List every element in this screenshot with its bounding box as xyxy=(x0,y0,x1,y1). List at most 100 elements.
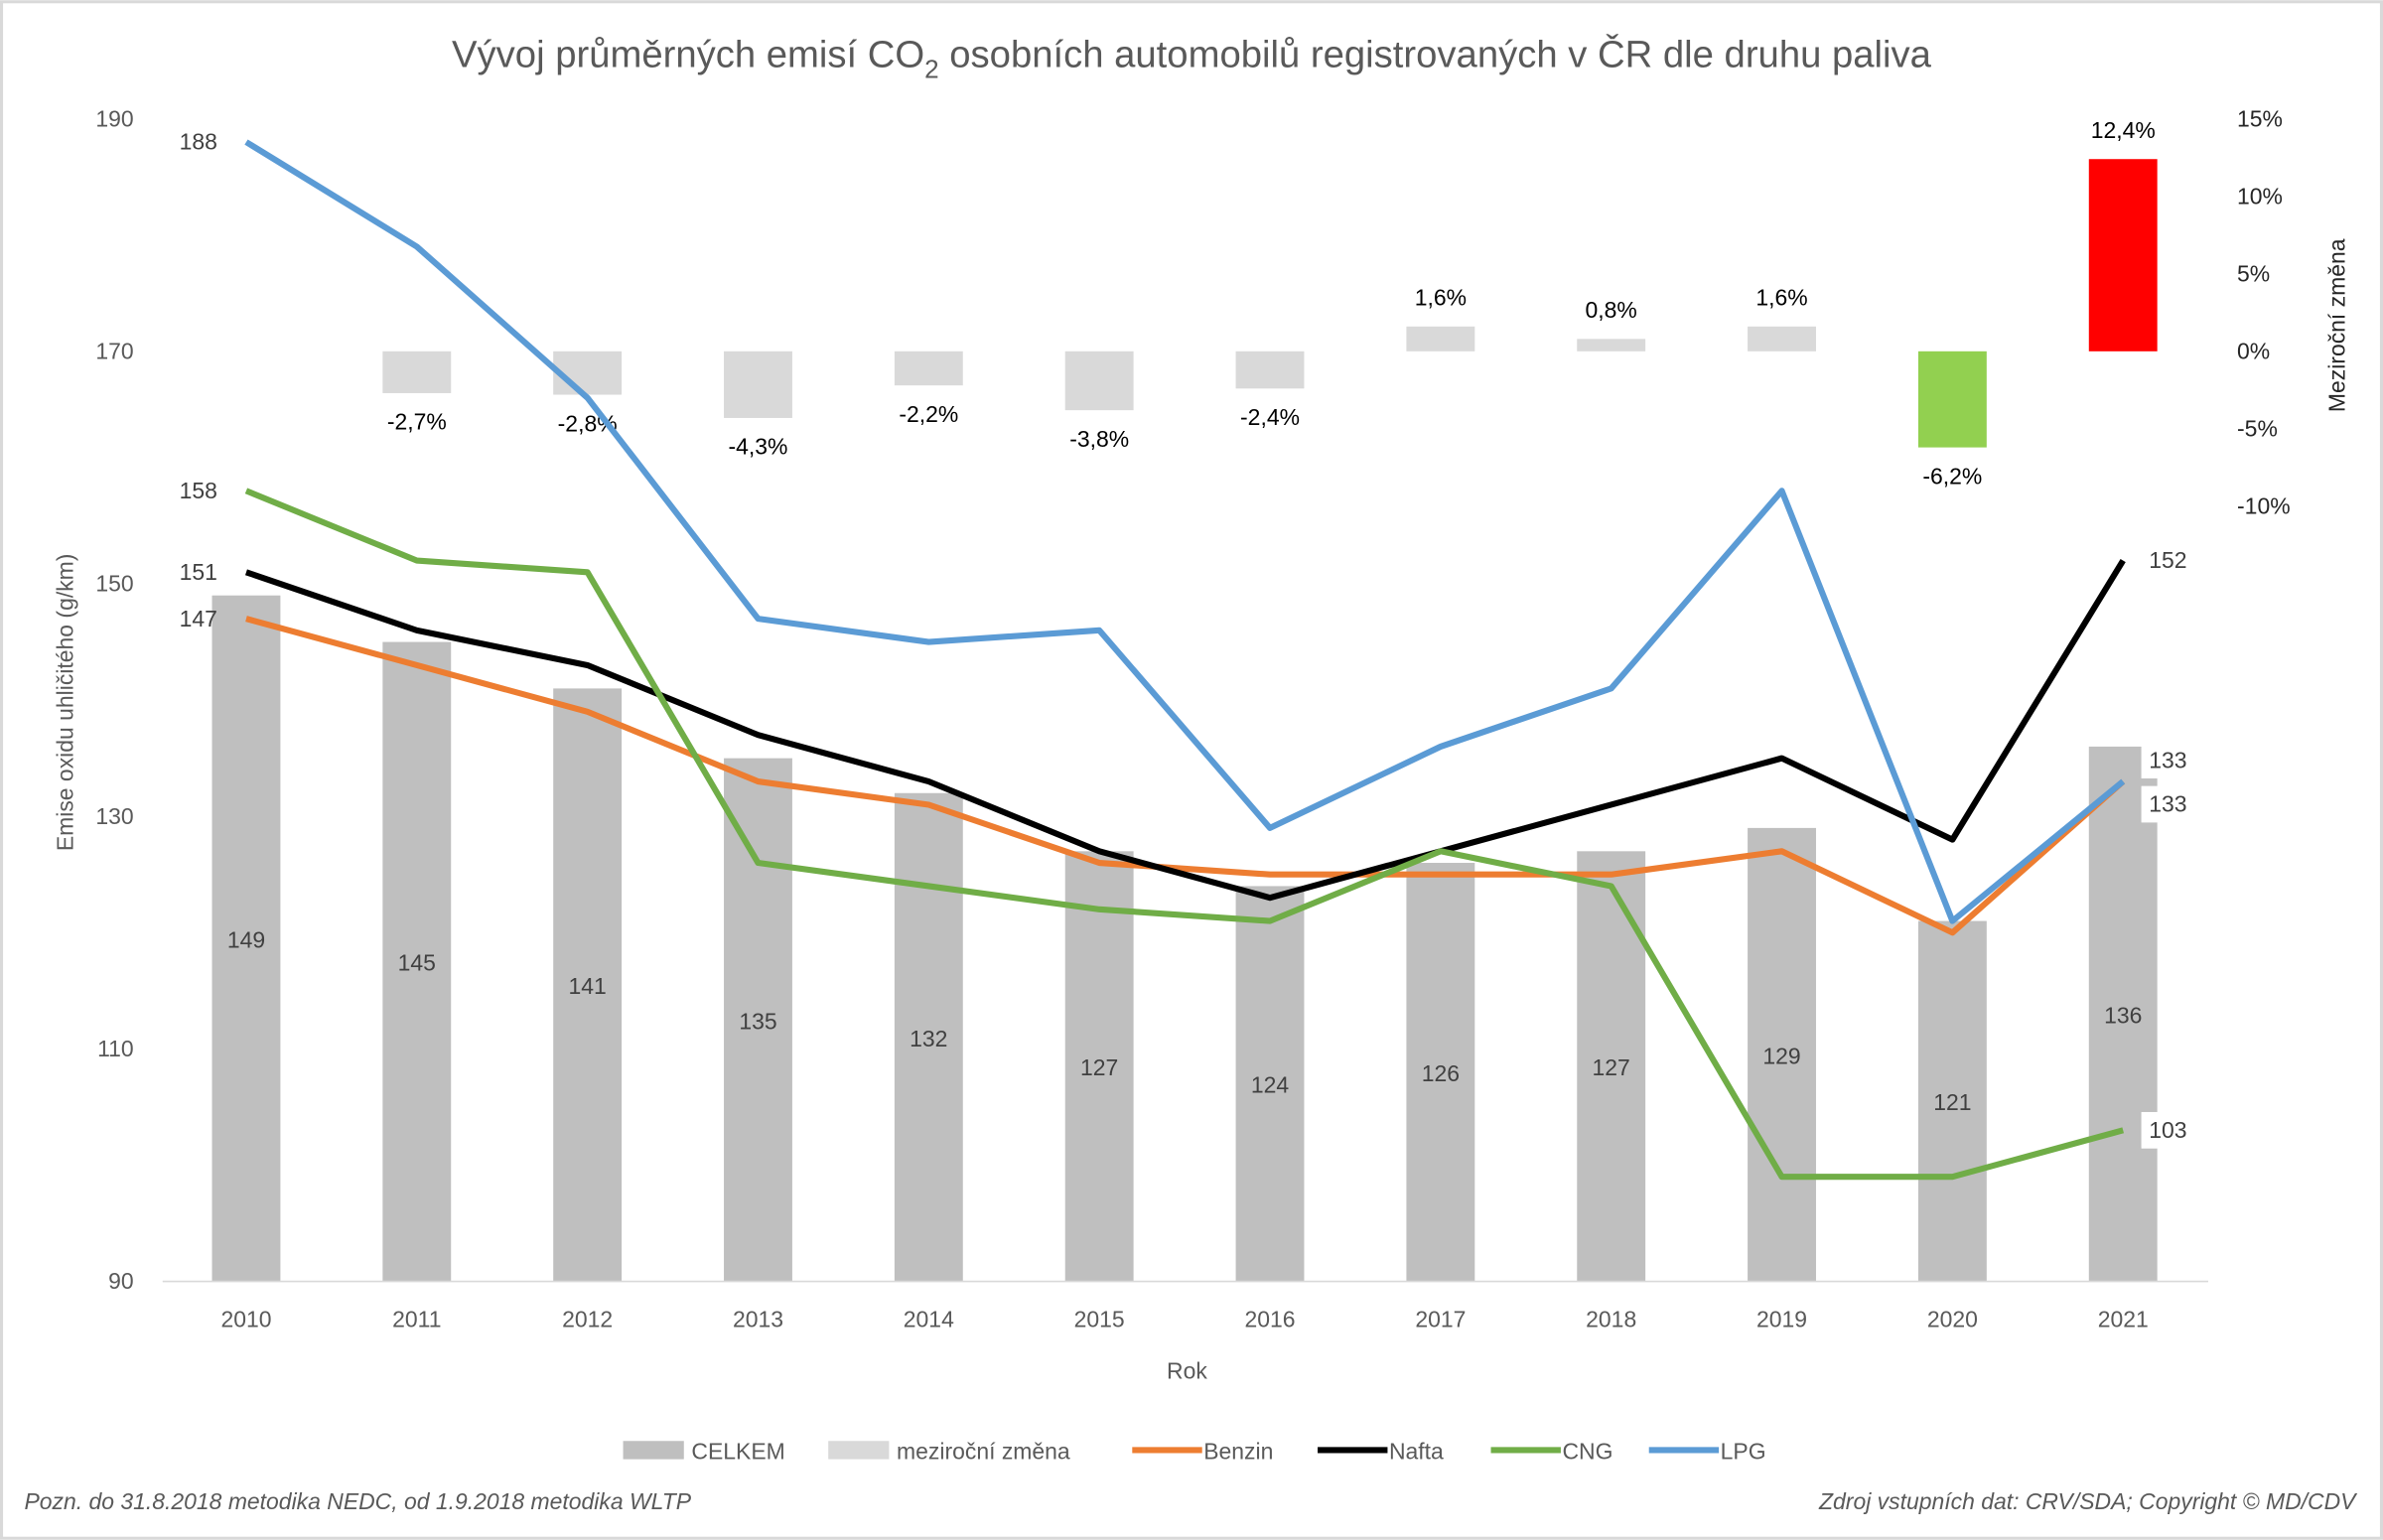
y2-tick-3: 0% xyxy=(2237,338,2270,363)
bar-label-2018: 127 xyxy=(1593,1054,1630,1080)
y2-tick-5: -10% xyxy=(2237,493,2291,519)
end-label-nafta: 152 xyxy=(2149,547,2186,573)
y2-tick-4: -5% xyxy=(2237,416,2278,442)
y-tick-150: 150 xyxy=(95,571,133,597)
start-label-lpg: 188 xyxy=(180,129,217,155)
change-label-2020: -6,2% xyxy=(1922,463,1982,489)
legend-label: CELKEM xyxy=(691,1439,784,1465)
x-axis-title: Rok xyxy=(1167,1358,1207,1384)
legend-item-nafta: Nafta xyxy=(1318,1439,1444,1465)
footnote-right: Zdroj vstupních dat: CRV/SDA; Copyright … xyxy=(1818,1488,2358,1514)
bar-label-2020: 121 xyxy=(1933,1089,1971,1115)
x-tick-2019: 2019 xyxy=(1756,1306,1807,1331)
legend-swatch xyxy=(828,1441,890,1460)
legend-item-lpg: LPG xyxy=(1648,1439,1766,1465)
change-label-2017: 1,6% xyxy=(1415,284,1467,310)
change-label-2014: -2,2% xyxy=(899,401,958,427)
legend-label: meziroční změna xyxy=(897,1439,1070,1465)
bar-label-2019: 129 xyxy=(1762,1043,1800,1068)
bar-celkem-2015 xyxy=(1064,851,1134,1282)
change-bar-2012 xyxy=(553,350,623,395)
legend-label: Nafta xyxy=(1389,1439,1444,1465)
x-tick-2015: 2015 xyxy=(1074,1306,1125,1331)
bar-celkem-2020 xyxy=(1917,920,1987,1282)
change-bar-2018 xyxy=(1577,339,1646,351)
y-axis-title: Emise oxidu uhličitého (g/km) xyxy=(52,554,77,852)
bar-label-2016: 124 xyxy=(1251,1072,1290,1098)
bar-celkem-2011 xyxy=(382,641,452,1282)
end-label-bg-nafta xyxy=(2141,542,2196,579)
line-nafta xyxy=(244,558,2126,902)
y-tick-170: 170 xyxy=(95,338,133,363)
x-tick-2017: 2017 xyxy=(1415,1306,1466,1331)
y2-tick-2: 5% xyxy=(2237,260,2270,286)
bar-celkem-2010 xyxy=(211,595,281,1282)
bar-label-2013: 135 xyxy=(739,1008,776,1034)
bar-label-2014: 132 xyxy=(910,1026,947,1051)
x-tick-2018: 2018 xyxy=(1586,1306,1636,1331)
change-bar-2016 xyxy=(1235,350,1305,389)
change-bar-2021 xyxy=(2088,159,2158,351)
change-label-2019: 1,6% xyxy=(1755,284,1807,310)
start-label-cng: 158 xyxy=(180,478,217,503)
bar-label-2021: 136 xyxy=(2104,1002,2142,1028)
change-label-2018: 0,8% xyxy=(1586,297,1637,323)
end-label-bg-lpg xyxy=(2141,742,2196,778)
legend-label: CNG xyxy=(1562,1439,1612,1465)
bar-celkem-2013 xyxy=(724,758,792,1282)
bar-celkem-2019 xyxy=(1748,827,1816,1282)
change-bar-2019 xyxy=(1748,326,1816,351)
bar-label-2012: 141 xyxy=(569,973,607,999)
legend-swatch xyxy=(623,1441,684,1460)
bar-label-2017: 126 xyxy=(1422,1060,1460,1086)
x-tick-2012: 2012 xyxy=(562,1306,613,1331)
end-label-benzin: 133 xyxy=(2149,791,2186,817)
legend: CELKEM meziroční změna Benzin Nafta CNG LPG xyxy=(623,1439,1766,1465)
bar-celkem-2017 xyxy=(1406,863,1475,1282)
y-tick-110: 110 xyxy=(97,1036,134,1061)
line-benzin xyxy=(245,616,2126,936)
x-tick-2013: 2013 xyxy=(733,1306,783,1331)
start-label-nafta: 151 xyxy=(180,559,217,585)
legend-label: Benzin xyxy=(1203,1439,1273,1465)
footnote-left: Pozn. do 31.8.2018 metodika NEDC, od 1.9… xyxy=(24,1488,691,1514)
chart-title: Vývoj průměrných emisí CO2 osobních auto… xyxy=(452,33,1932,84)
x-tick-2021: 2021 xyxy=(2098,1306,2149,1331)
y-tick-190: 190 xyxy=(95,105,133,131)
bar-celkem-2016 xyxy=(1235,886,1305,1282)
start-label-benzin: 147 xyxy=(180,606,217,631)
y-tick-130: 130 xyxy=(95,803,133,829)
bar-celkem-2012 xyxy=(553,688,623,1282)
legend-label: LPG xyxy=(1721,1439,1766,1465)
legend-item-meziroční-změna: meziroční změna xyxy=(828,1439,1070,1465)
legend-item-cng: CNG xyxy=(1490,1439,1612,1465)
x-tick-2010: 2010 xyxy=(220,1306,271,1331)
change-label-2016: -2,4% xyxy=(1240,404,1300,430)
change-bar-2011 xyxy=(382,350,452,393)
y2-axis-title: Meziroční změna xyxy=(2324,238,2350,412)
end-label-bg-cng xyxy=(2141,1111,2196,1149)
end-label-cng: 103 xyxy=(2149,1117,2186,1143)
change-label-2011: -2,7% xyxy=(387,409,447,435)
y2-tick-0: 15% xyxy=(2237,105,2283,131)
x-tick-2020: 2020 xyxy=(1927,1306,1978,1331)
line-cng xyxy=(244,488,2125,1181)
line-lpg xyxy=(244,139,2126,924)
bar-label-2011: 145 xyxy=(398,950,436,976)
y2-tick-1: 10% xyxy=(2237,183,2283,209)
end-label-lpg: 133 xyxy=(2149,747,2186,772)
end-label-bg-benzin xyxy=(2141,785,2196,823)
bar-label-2015: 127 xyxy=(1080,1054,1118,1080)
change-label-2021: 12,4% xyxy=(2091,117,2156,143)
bar-label-2010: 149 xyxy=(227,926,265,952)
change-label-2013: -4,3% xyxy=(729,434,788,460)
change-label-2015: -3,8% xyxy=(1069,426,1129,452)
change-bar-2020 xyxy=(1917,350,1987,448)
legend-item-celkem: CELKEM xyxy=(623,1439,785,1465)
change-bar-2014 xyxy=(894,350,963,386)
legend-item-benzin: Benzin xyxy=(1132,1439,1273,1465)
x-tick-2011: 2011 xyxy=(392,1306,441,1331)
y-tick-90: 90 xyxy=(108,1268,134,1294)
